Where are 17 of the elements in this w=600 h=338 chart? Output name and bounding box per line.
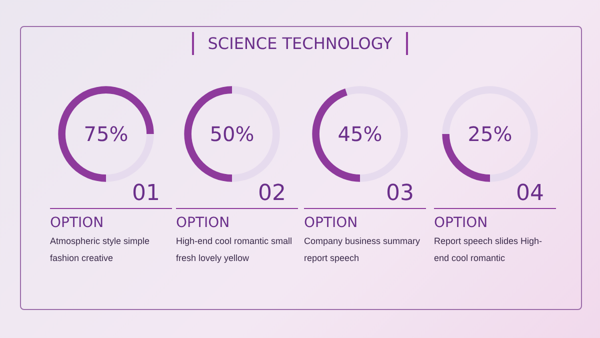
text: High-end cool romantic small fresh lovely yellow: [176, 235, 294, 265]
text: 25%: [468, 122, 512, 146]
text: 02: [176, 180, 298, 209]
text: 50%: [210, 122, 254, 146]
text: OPTION: [434, 215, 489, 231]
text: OPTION: [176, 215, 231, 231]
text: 03: [304, 180, 426, 209]
text: 45%: [338, 122, 382, 146]
text: SCIENCE TECHNOLOGY: [192, 32, 408, 55]
text: 04: [434, 180, 556, 209]
text: OPTION: [50, 215, 105, 231]
text: OPTION: [304, 215, 359, 231]
text: 75%: [84, 122, 128, 146]
text: Company business summary report speech: [304, 235, 422, 265]
text: Atmospheric style simple fashion creative: [50, 235, 151, 265]
text: 01: [50, 180, 172, 209]
text: Report speech slides High-end cool romantic: [434, 235, 544, 265]
